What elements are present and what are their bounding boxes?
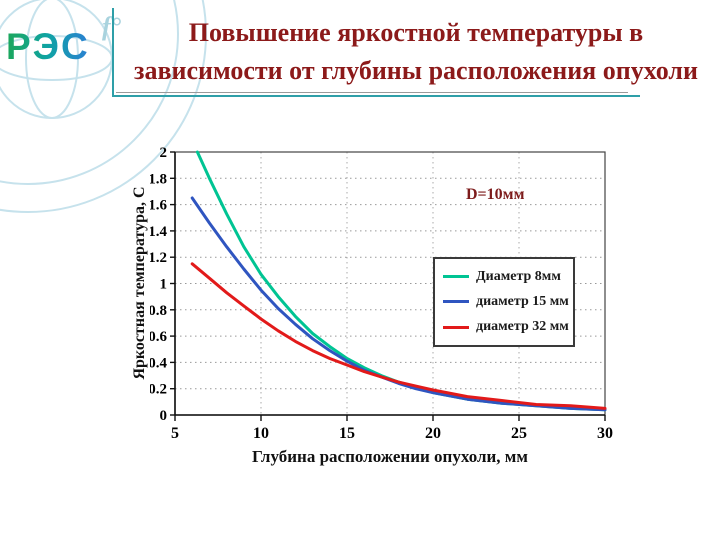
series-line [190, 262, 607, 410]
y-tick-label: 1 [160, 277, 168, 293]
logo: РЭС f° [6, 12, 121, 68]
chart-annotation: D=10мм [466, 186, 525, 203]
y-tick-label: 1.8 [150, 171, 167, 187]
legend-item: диаметр 32 мм [443, 319, 569, 335]
x-tick-label: 20 [425, 425, 441, 442]
legend-item-label: диаметр 15 мм [476, 293, 569, 309]
x-tick-label: 5 [171, 425, 179, 442]
series-line [190, 196, 607, 412]
title-underline [112, 95, 640, 97]
logo-degree-mark: f° [102, 12, 121, 42]
title-line-1: Повышение яркостной температуры в [188, 18, 644, 47]
y-axis-title: Яркостная температура, С [131, 186, 148, 380]
y-tick-label: 0.4 [150, 355, 168, 371]
legend-item-label: диаметр 32 мм [476, 319, 569, 335]
y-tick-label: 1.6 [150, 198, 168, 214]
x-tick-label: 10 [253, 425, 269, 442]
x-tick-label: 30 [597, 425, 613, 442]
y-tick-label: 2 [160, 145, 168, 161]
logo-text: РЭС [6, 26, 90, 67]
legend-line-sample [443, 300, 469, 304]
page-title: Повышение яркостной температуры в зависи… [116, 14, 716, 90]
title-underline-shadow [116, 92, 628, 93]
y-tick-label: 0 [160, 408, 168, 424]
legend-item: Диаметр 8мм [443, 269, 565, 285]
y-tick-label: 0.8 [150, 303, 167, 319]
title-left-rule [112, 8, 114, 96]
legend-line-sample [443, 325, 469, 329]
legend-item: диаметр 15 мм [443, 294, 569, 310]
chart-legend: Диаметр 8мм диаметр 15 мм диаметр 32 мм [433, 257, 575, 347]
title-line-2: зависимости от глубины расположения опух… [134, 56, 698, 85]
y-tick-label: 1.2 [150, 250, 167, 266]
y-tick-label: 0.2 [150, 382, 167, 398]
y-tick-label: 1.4 [150, 224, 168, 240]
x-tick-label: 15 [339, 425, 355, 442]
y-tick-label: 0.6 [150, 329, 168, 345]
x-tick-label: 25 [511, 425, 527, 442]
legend-item-label: Диаметр 8мм [476, 268, 561, 284]
x-axis-title: Глубина расположении опухоли, мм [252, 447, 528, 466]
legend-line-sample [443, 275, 469, 279]
